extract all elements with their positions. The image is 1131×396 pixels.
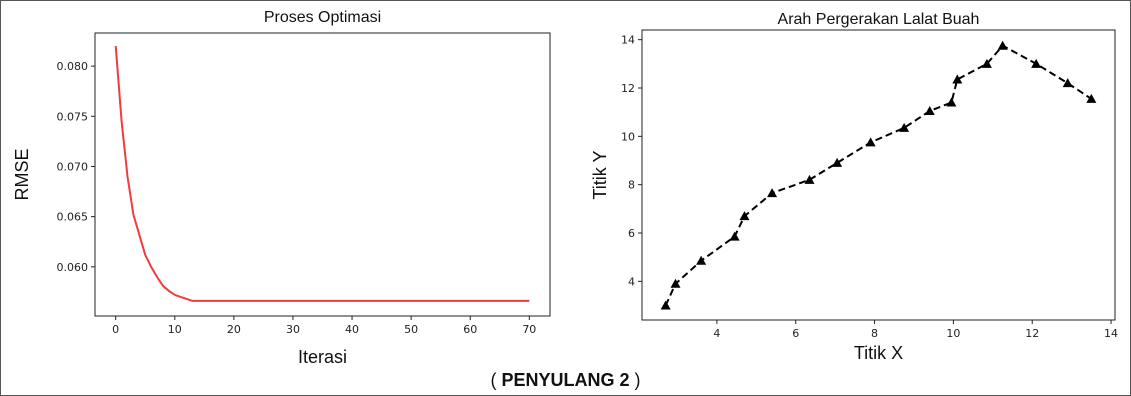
x-tick-label: 10 [946,327,960,340]
figure-caption: ( PENYULANG 2 ) [0,370,1131,391]
y-tick-label: 6 [628,227,635,240]
data-point-marker [981,58,992,68]
caption-label: PENYULANG 2 [501,370,630,390]
x-tick-label: 0 [112,323,119,336]
data-point-marker [767,188,778,198]
x-axis-label: Iterasi [298,347,347,367]
plot-area-frame [641,29,1116,321]
data-point-marker [899,122,910,132]
caption-close: ) [629,370,641,390]
data-point-marker [696,255,707,265]
y-tick-label: 8 [628,179,635,192]
data-point-marker [670,278,681,288]
data-point-marker [832,157,843,167]
plot-area-frame [94,32,551,317]
data-point-marker [804,174,815,184]
data-point-marker [660,300,671,310]
x-tick-label: 30 [286,323,300,336]
x-tick-label: 8 [871,327,878,340]
data-point-marker [952,74,963,84]
chart-rmse-optimization: Proses Optimasi 0 10 20 30 40 50 60 70 0.060 0.065… [12,9,551,367]
y-tick-label: 0.060 [57,261,89,274]
chart-title: Arah Pergerakan Lalat Buah [778,11,980,28]
x-tick-label: 70 [522,323,536,336]
data-point-marker [946,97,957,107]
x-tick-label: 50 [404,323,418,336]
series-line [114,45,530,302]
y-axis-label: RMSE [12,148,32,200]
chart-fly-movement: Arah Pergerakan Lalat Buah 4 6 8 10 12 14 4 6 8 10… [590,11,1118,363]
y-tick-label: 10 [621,130,635,143]
y-tick-label: 12 [621,82,635,95]
x-tick-label: 40 [345,323,359,336]
caption-open: ( [490,370,502,390]
series-line [664,44,1092,306]
x-tick-label: 12 [1025,327,1039,340]
data-point-marker [1086,93,1097,103]
data-point-marker [1062,78,1073,88]
data-point-marker [1031,58,1042,68]
data-point-marker [865,137,876,147]
y-axis-label: Titik Y [590,150,610,199]
data-point-marker [997,40,1008,50]
x-tick-label: 20 [227,323,241,336]
y-tick-label: 4 [628,275,635,288]
x-tick-label: 10 [168,323,182,336]
data-point-marker [739,211,750,221]
x-tick-label: 14 [1104,327,1118,340]
x-tick-label: 4 [713,327,720,340]
data-point-marker [729,231,740,241]
x-tick-label: 6 [792,327,799,340]
data-point-marker [924,105,935,115]
x-tick-label: 60 [463,323,477,336]
y-tick-label: 0.075 [57,110,89,123]
x-axis-label: Titik X [854,343,903,363]
y-tick-label: 0.065 [57,211,89,224]
chart-title: Proses Optimasi [264,9,381,26]
y-tick-label: 0.080 [57,60,89,73]
y-tick-label: 0.070 [57,160,89,173]
y-tick-label: 14 [621,34,635,47]
